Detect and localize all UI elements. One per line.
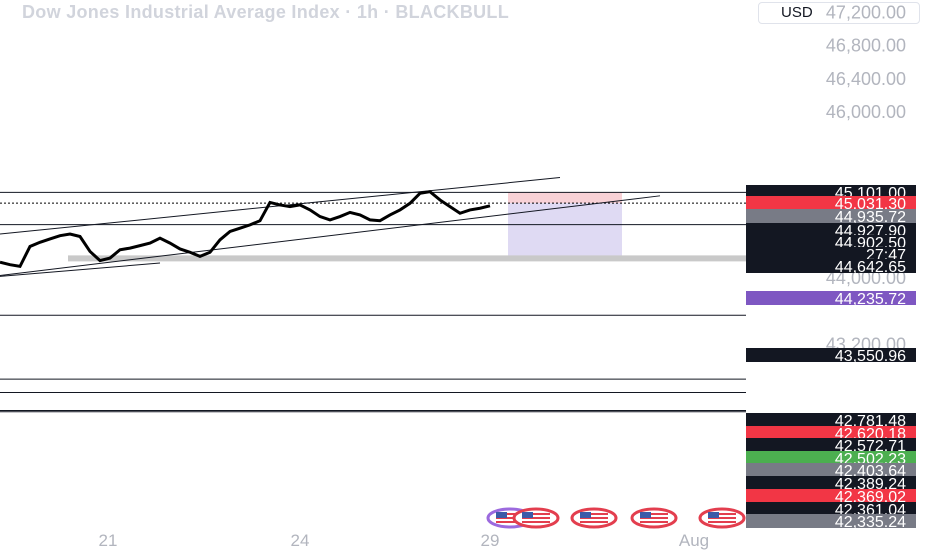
price-label-dark (746, 502, 916, 516)
price-label-text: 45,031.30 (835, 196, 906, 213)
price-label-dark (746, 348, 916, 362)
price-label-text: 42,781.48 (835, 413, 906, 430)
y-axis-tick: 47,200.00 (826, 2, 906, 22)
price-label-dark (746, 413, 916, 427)
x-axis-tick: 29 (481, 531, 500, 550)
x-axis-tick: 21 (99, 531, 118, 550)
price-label-grey (746, 514, 916, 528)
chart-title: Dow Jones Industrial Average Index · 1h … (22, 2, 510, 22)
y-axis-tick: 46,000.00 (826, 102, 906, 122)
price-label-red (746, 196, 916, 210)
channel-basis-line[interactable] (0, 262, 161, 277)
price-label-text: 43,550.96 (835, 348, 906, 365)
price-label-dark (746, 438, 916, 452)
price-label-dark (746, 185, 916, 199)
us-flag-icon[interactable] (698, 507, 746, 529)
price-label-green (746, 451, 916, 465)
price-label-text: 44,235.72 (835, 291, 906, 308)
price-label-red (746, 489, 916, 503)
y-axis-tick: 46,400.00 (826, 69, 906, 89)
channel-lower-line[interactable] (0, 195, 661, 277)
us-flag-icon[interactable] (512, 507, 560, 529)
price-label-grey (746, 209, 916, 223)
price-label-dark (746, 259, 916, 273)
price-label-grey (746, 463, 916, 477)
us-flag-icon[interactable] (630, 507, 678, 529)
price-label-text: 42,403.64 (835, 463, 906, 480)
price-label-dark (746, 235, 916, 249)
price-series[interactable] (0, 190, 491, 269)
x-axis-tick: 24 (291, 531, 310, 550)
price-label-dark (746, 247, 916, 261)
price-label-text: 42,572.71 (835, 438, 906, 455)
price-label-text: 44,935.72 (835, 209, 906, 226)
x-axis-tick: Aug (679, 531, 709, 550)
price-label-text: 42,389.24 (835, 476, 906, 493)
price-label-text: 42,335.24 (835, 514, 906, 531)
currency-selector[interactable]: USD (758, 2, 920, 24)
price-label-text: 42,369.02 (835, 489, 906, 506)
take-profit-zone[interactable] (508, 203, 622, 259)
price-label-text: 44,642.65 (835, 259, 906, 276)
price-label-dark (746, 223, 916, 237)
price-label-red (746, 426, 916, 440)
us-flag-icon[interactable] (570, 507, 618, 529)
price-label-purple (746, 291, 916, 305)
stop-loss-zone[interactable] (508, 192, 622, 204)
y-axis-tick: 46,800.00 (826, 36, 906, 56)
price-label-dark (746, 476, 916, 490)
